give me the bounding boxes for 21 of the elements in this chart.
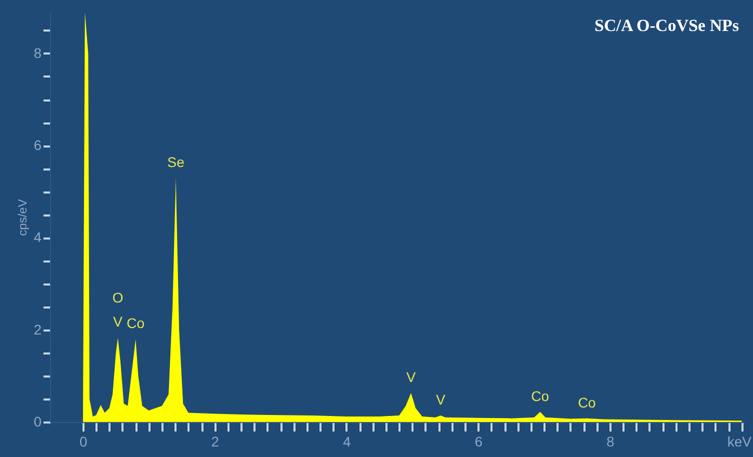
x-tick-label: 4 bbox=[343, 434, 352, 450]
annotation: V bbox=[406, 368, 416, 385]
annotation: Co bbox=[126, 315, 145, 332]
annotation: Se bbox=[167, 154, 185, 170]
y-tick-label: 6 bbox=[34, 137, 42, 154]
chart-title: SC/A O-CoVSe NPs bbox=[594, 16, 740, 35]
x-axis-title: keV bbox=[727, 434, 752, 450]
x-tick-label: 2 bbox=[211, 434, 220, 450]
annotation: Co bbox=[578, 394, 596, 410]
y-tick-label: 2 bbox=[34, 321, 42, 338]
annotation: Co bbox=[531, 388, 550, 404]
x-tick-label: 6 bbox=[474, 434, 483, 450]
y-axis-title: cps/eV bbox=[16, 199, 30, 236]
y-tick-label: 8 bbox=[34, 44, 42, 61]
y-tick-label: 4 bbox=[34, 229, 42, 246]
x-tick-label: 8 bbox=[606, 434, 615, 450]
x-tick-label: 0 bbox=[80, 434, 88, 450]
y-tick-label: 0 bbox=[34, 414, 42, 430]
annotation: V bbox=[113, 314, 124, 330]
annotation: O bbox=[112, 290, 124, 306]
annotation: V bbox=[436, 392, 446, 408]
